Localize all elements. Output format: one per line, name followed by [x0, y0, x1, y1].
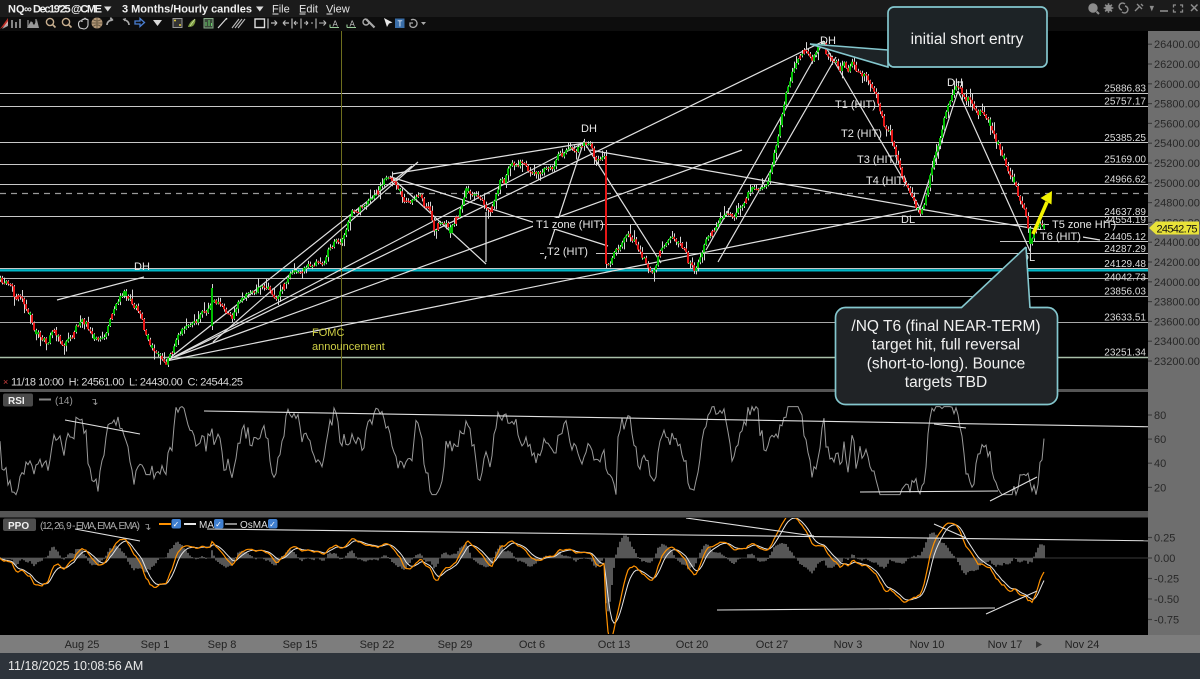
svg-text:Aug 25: Aug 25 [65, 639, 100, 651]
svg-text:3 Months/Hourly candles: 3 Months/Hourly candles [122, 4, 252, 16]
svg-text:✓: ✓ [215, 520, 222, 529]
svg-text:Dec19'25 @CME: Dec19'25 @CME [33, 4, 102, 16]
svg-text:T2 (HIT): T2 (HIT) [841, 128, 882, 140]
svg-text:23400.00: 23400.00 [1154, 336, 1200, 348]
svg-text:24800.00: 24800.00 [1154, 198, 1200, 210]
svg-text:Sep 1: Sep 1 [141, 639, 170, 651]
svg-text:File: File [272, 4, 290, 16]
svg-text:(12, 26, 9 - EMA, EMA, EMA): (12, 26, 9 - EMA, EMA, EMA) [40, 521, 140, 532]
svg-text:26200.00: 26200.00 [1154, 59, 1200, 71]
svg-text:A: A [333, 20, 339, 29]
svg-text:T5 zone HIT): T5 zone HIT) [1052, 219, 1116, 231]
svg-text:-0.75: -0.75 [1154, 615, 1179, 627]
svg-text:Nov 10: Nov 10 [910, 639, 945, 651]
svg-text:11/18/2025 10:08:56 AM: 11/18/2025 10:08:56 AM [8, 659, 143, 673]
svg-text:✓: ✓ [269, 520, 276, 529]
svg-text:DH: DH [581, 123, 597, 135]
svg-text:20: 20 [1154, 482, 1166, 494]
svg-text:×: × [3, 377, 8, 387]
svg-text:T3 (HIT): T3 (HIT) [857, 154, 898, 166]
svg-text:DL: DL [901, 214, 915, 226]
svg-text:T: T [398, 20, 403, 29]
svg-text:Sep 8: Sep 8 [208, 639, 237, 651]
svg-text:NQ: NQ [8, 4, 25, 16]
svg-text:✓: ✓ [173, 520, 180, 529]
svg-text:∞: ∞ [24, 4, 32, 16]
svg-text:80: 80 [1154, 410, 1166, 422]
svg-text:11/18 10:00 H: 24561.00 L: 2: 11/18 10:00 H: 24561.00 L: 24430.00 C: 2… [11, 377, 243, 389]
svg-text:T2 (HIT): T2 (HIT) [547, 246, 588, 258]
svg-text:(short-to-long). Bounce: (short-to-long). Bounce [867, 355, 1026, 372]
svg-text:OsMA: OsMA [240, 520, 268, 531]
svg-text:DH: DH [134, 261, 150, 273]
svg-text:Sep 29: Sep 29 [438, 639, 473, 651]
svg-text:25886.83: 25886.83 [1104, 84, 1146, 95]
svg-text:Sep 22: Sep 22 [360, 639, 395, 651]
svg-text:DH: DH [820, 35, 836, 47]
svg-text:24287.29: 24287.29 [1104, 244, 1146, 255]
svg-text:23856.03: 23856.03 [1104, 287, 1146, 298]
svg-text:23633.51: 23633.51 [1104, 313, 1146, 324]
svg-text:(14): (14) [55, 396, 73, 407]
svg-text:Oct 13: Oct 13 [598, 639, 630, 651]
svg-text:↴: ↴ [90, 397, 98, 408]
svg-text:MA: MA [199, 520, 214, 531]
svg-text:25400.00: 25400.00 [1154, 138, 1200, 150]
svg-text:Oct 20: Oct 20 [676, 639, 708, 651]
svg-text:View: View [326, 4, 350, 16]
svg-text:24042.73: 24042.73 [1104, 273, 1146, 284]
svg-text:25600.00: 25600.00 [1154, 118, 1200, 130]
svg-text:40: 40 [1154, 458, 1166, 470]
svg-text:23200.00: 23200.00 [1154, 356, 1200, 368]
svg-text:25169.00: 25169.00 [1104, 155, 1146, 166]
svg-text:Oct 6: Oct 6 [519, 639, 545, 651]
svg-text:FOMC: FOMC [312, 327, 344, 339]
svg-text:T4 (HIT): T4 (HIT) [866, 175, 907, 187]
svg-text:Sep 15: Sep 15 [283, 639, 318, 651]
svg-text:25757.17: 25757.17 [1104, 97, 1146, 108]
svg-text:26400.00: 26400.00 [1154, 39, 1200, 51]
svg-text:T6 (HIT): T6 (HIT) [1040, 231, 1081, 243]
svg-text:60: 60 [1154, 434, 1166, 446]
svg-text:T1 zone (HIT): T1 zone (HIT) [536, 219, 604, 231]
svg-text:24966.62: 24966.62 [1104, 175, 1146, 186]
svg-text:-0.50: -0.50 [1154, 594, 1179, 606]
svg-text:24637.89: 24637.89 [1104, 207, 1146, 218]
svg-text:25385.25: 25385.25 [1104, 133, 1146, 144]
svg-text:RSI: RSI [8, 396, 25, 407]
svg-text:23251.34: 23251.34 [1104, 348, 1146, 359]
svg-text:25200.00: 25200.00 [1154, 158, 1200, 170]
svg-text:24129.48: 24129.48 [1104, 259, 1146, 270]
svg-text:announcement: announcement [312, 341, 385, 353]
svg-text:24400.00: 24400.00 [1154, 237, 1200, 249]
svg-text:A: A [350, 20, 356, 29]
svg-text:0.25: 0.25 [1154, 533, 1175, 545]
svg-text:T1 (HIT): T1 (HIT) [835, 99, 876, 111]
svg-text:25800.00: 25800.00 [1154, 99, 1200, 111]
svg-text:targets TBD: targets TBD [905, 374, 987, 391]
svg-text:24542.75: 24542.75 [1157, 224, 1198, 236]
svg-text:25000.00: 25000.00 [1154, 178, 1200, 190]
svg-text:Oct 27: Oct 27 [756, 639, 788, 651]
svg-text:Nov 17: Nov 17 [988, 639, 1023, 651]
svg-text:24000.00: 24000.00 [1154, 277, 1200, 289]
svg-text:0.00: 0.00 [1154, 553, 1175, 565]
svg-text:23800.00: 23800.00 [1154, 297, 1200, 309]
svg-text:Nov 24: Nov 24 [1065, 639, 1100, 651]
svg-text:24405.12: 24405.12 [1104, 232, 1146, 243]
svg-text:-0.25: -0.25 [1154, 574, 1179, 586]
svg-text:24554.19: 24554.19 [1104, 215, 1146, 226]
svg-text:/NQ T6 (final NEAR-TERM): /NQ T6 (final NEAR-TERM) [851, 318, 1040, 335]
svg-text:24200.00: 24200.00 [1154, 257, 1200, 269]
svg-text:Edit: Edit [299, 4, 318, 16]
svg-text:26000.00: 26000.00 [1154, 79, 1200, 91]
svg-text:PPO: PPO [8, 521, 29, 532]
svg-text:Nov 3: Nov 3 [834, 639, 863, 651]
svg-text:DH: DH [947, 77, 963, 89]
svg-text:↴: ↴ [143, 522, 151, 533]
svg-text:initial short entry: initial short entry [911, 31, 1024, 48]
svg-text:23600.00: 23600.00 [1154, 316, 1200, 328]
svg-text:target hit, full reversal: target hit, full reversal [872, 337, 1020, 354]
